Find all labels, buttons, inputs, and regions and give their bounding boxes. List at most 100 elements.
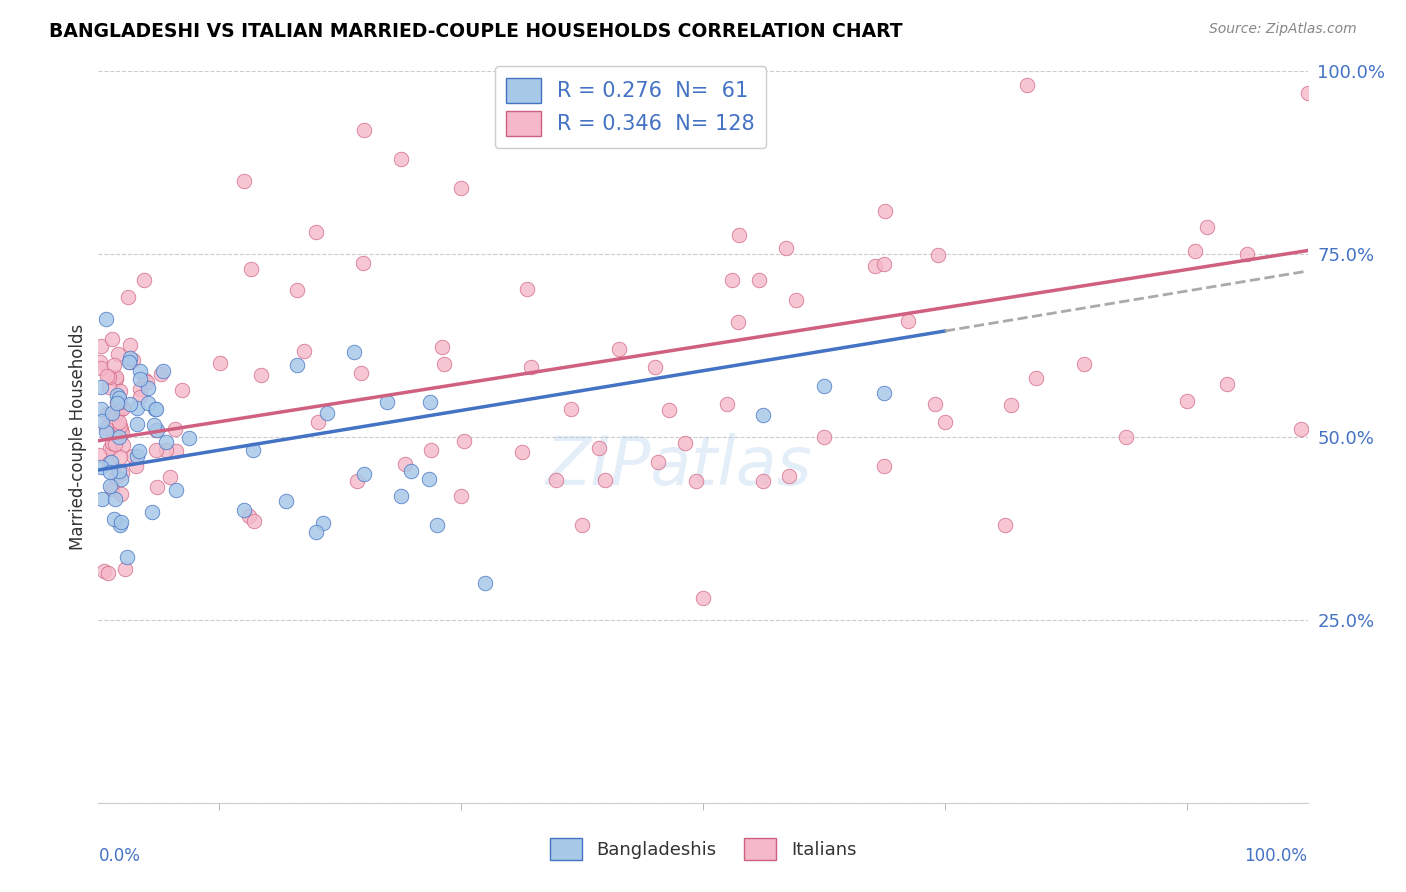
Point: [1175, 393, 1198, 408]
Y-axis label: Married-couple Households: Married-couple Households: [69, 324, 87, 550]
Point: [155, 434, 177, 449]
Point: [103, 512, 125, 526]
Point: [125, 458, 148, 473]
Point: [105, 395, 128, 409]
Point: [143, 401, 166, 416]
Point: [94, 311, 117, 326]
Point: [647, 455, 669, 469]
Point: [90, 339, 112, 353]
Point: [100, 465, 122, 479]
Point: [145, 401, 167, 416]
Point: [343, 344, 366, 359]
Point: [141, 505, 163, 519]
Point: [813, 430, 835, 444]
Point: [125, 450, 148, 464]
Text: BANGLADESHI VS ITALIAN MARRIED-COUPLE HOUSEHOLDS CORRELATION CHART: BANGLADESHI VS ITALIAN MARRIED-COUPLE HO…: [49, 22, 903, 41]
Point: [232, 503, 254, 517]
Point: [775, 241, 797, 255]
Point: [1017, 78, 1039, 92]
Point: [1291, 422, 1313, 436]
Point: [110, 516, 132, 530]
Point: [510, 444, 533, 458]
Point: [111, 466, 134, 480]
Point: [924, 397, 946, 411]
Point: [873, 257, 896, 271]
Point: [97, 456, 120, 470]
Point: [107, 393, 129, 408]
Point: [108, 464, 131, 478]
Point: [89, 448, 111, 462]
Point: [98, 441, 121, 455]
Point: [305, 225, 328, 239]
Point: [292, 343, 315, 358]
Point: [516, 282, 538, 296]
Point: [778, 468, 800, 483]
Point: [125, 401, 148, 415]
Point: [401, 464, 423, 478]
Point: [118, 338, 141, 352]
Point: [108, 395, 131, 409]
Point: [560, 401, 582, 416]
Point: [249, 368, 271, 382]
Point: [125, 417, 148, 431]
Point: [238, 509, 260, 524]
Point: [136, 375, 159, 389]
Point: [101, 332, 124, 346]
Text: Source: ZipAtlas.com: Source: ZipAtlas.com: [1209, 22, 1357, 37]
Point: [128, 364, 150, 378]
Point: [129, 383, 152, 397]
Point: [145, 443, 167, 458]
Point: [105, 407, 128, 421]
Point: [673, 436, 696, 450]
Point: [145, 480, 167, 494]
Point: [94, 421, 117, 435]
Point: [94, 425, 117, 439]
Point: [375, 394, 398, 409]
Point: [105, 372, 128, 386]
Point: [97, 566, 120, 580]
Point: [165, 422, 187, 436]
Point: [118, 351, 141, 365]
Point: [316, 406, 339, 420]
Point: [100, 455, 122, 469]
Point: [105, 470, 128, 484]
Point: [108, 419, 131, 434]
Point: [110, 472, 132, 486]
Point: [588, 442, 610, 456]
Point: [389, 152, 412, 166]
Text: 0.0%: 0.0%: [98, 847, 141, 864]
Point: [208, 356, 231, 370]
Point: [110, 487, 132, 501]
Point: [312, 516, 335, 530]
Point: [394, 457, 416, 471]
Point: [242, 443, 264, 458]
Point: [1115, 430, 1137, 444]
Point: [242, 514, 264, 528]
Point: [1197, 219, 1219, 234]
Point: [98, 478, 121, 492]
Point: [177, 432, 200, 446]
Point: [104, 491, 127, 506]
Point: [108, 391, 131, 405]
Point: [143, 417, 166, 432]
Point: [90, 414, 112, 428]
Point: [90, 360, 112, 375]
Point: [420, 442, 443, 457]
Point: [110, 421, 132, 435]
Point: [685, 474, 707, 488]
Point: [305, 525, 328, 540]
Point: [112, 401, 135, 415]
Point: [520, 360, 543, 375]
Legend: Bangladeshis, Italians: Bangladeshis, Italians: [543, 830, 863, 867]
Point: [118, 355, 141, 369]
Point: [785, 293, 807, 307]
Point: [172, 383, 194, 397]
Text: 100.0%: 100.0%: [1244, 847, 1308, 864]
Point: [1000, 398, 1022, 412]
Point: [90, 380, 112, 394]
Point: [863, 260, 886, 274]
Point: [90, 401, 112, 416]
Point: [350, 366, 373, 380]
Point: [100, 424, 122, 438]
Point: [91, 491, 114, 506]
